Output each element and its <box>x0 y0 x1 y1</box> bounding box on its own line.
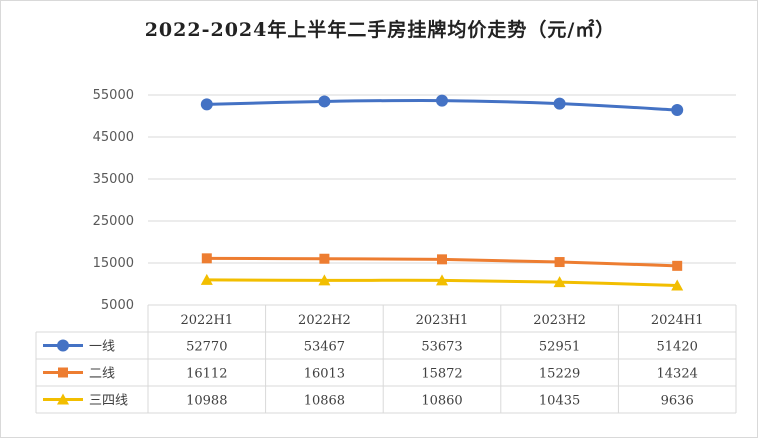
data-table-value: 10860 <box>421 394 462 409</box>
x-category-label: 2022H1 <box>180 313 233 328</box>
data-table-value: 53673 <box>421 340 462 355</box>
data-table-value: 10868 <box>304 394 345 409</box>
data-table-value: 15229 <box>539 367 580 382</box>
data-point <box>672 260 683 271</box>
y-tick-label: 25000 <box>93 214 134 229</box>
data-point <box>553 97 566 110</box>
legend-key-marker <box>57 393 69 405</box>
data-table-value: 52770 <box>186 340 227 355</box>
data-point <box>436 274 448 286</box>
data-point <box>200 98 213 111</box>
x-category-label: 2023H1 <box>416 313 469 328</box>
data-table-value: 10435 <box>539 394 580 409</box>
data-table-value: 51420 <box>657 340 698 355</box>
chart-title: 2022-2024年上半年二手房挂牌均价走势（元/㎡） <box>144 19 616 41</box>
data-point <box>671 279 684 291</box>
x-category-label: 2023H2 <box>533 313 586 328</box>
data-table-value: 52951 <box>539 340 580 355</box>
data-point <box>318 95 331 108</box>
data-table-value: 9636 <box>661 394 694 409</box>
data-point <box>201 253 212 264</box>
y-tick-label: 5000 <box>101 298 134 313</box>
data-point <box>200 273 213 285</box>
legend-series-name: 三四线 <box>89 394 128 409</box>
legend-series-name: 一线 <box>89 340 115 355</box>
data-table-value: 15872 <box>421 367 462 382</box>
y-tick-label: 15000 <box>93 256 134 271</box>
data-point <box>553 276 566 288</box>
y-tick-label: 55000 <box>93 88 134 103</box>
data-table-value: 14324 <box>657 367 698 382</box>
y-tick-label: 45000 <box>93 130 134 145</box>
data-point <box>319 253 330 264</box>
data-table-value: 10988 <box>186 394 227 409</box>
data-table-value: 16013 <box>304 367 345 382</box>
legend-series-name: 二线 <box>89 367 115 382</box>
data-table-value: 53467 <box>304 340 345 355</box>
legend-key-marker <box>58 367 68 378</box>
data-point <box>437 254 447 265</box>
legend-key-marker <box>57 339 69 352</box>
data-table-value: 16112 <box>186 367 227 382</box>
x-category-label: 2022H2 <box>298 313 351 328</box>
data-point <box>671 104 684 117</box>
x-category-label: 2024H1 <box>651 313 704 328</box>
data-point <box>318 274 331 286</box>
data-point <box>554 257 565 268</box>
y-tick-label: 35000 <box>93 172 134 187</box>
data-point <box>436 94 448 107</box>
